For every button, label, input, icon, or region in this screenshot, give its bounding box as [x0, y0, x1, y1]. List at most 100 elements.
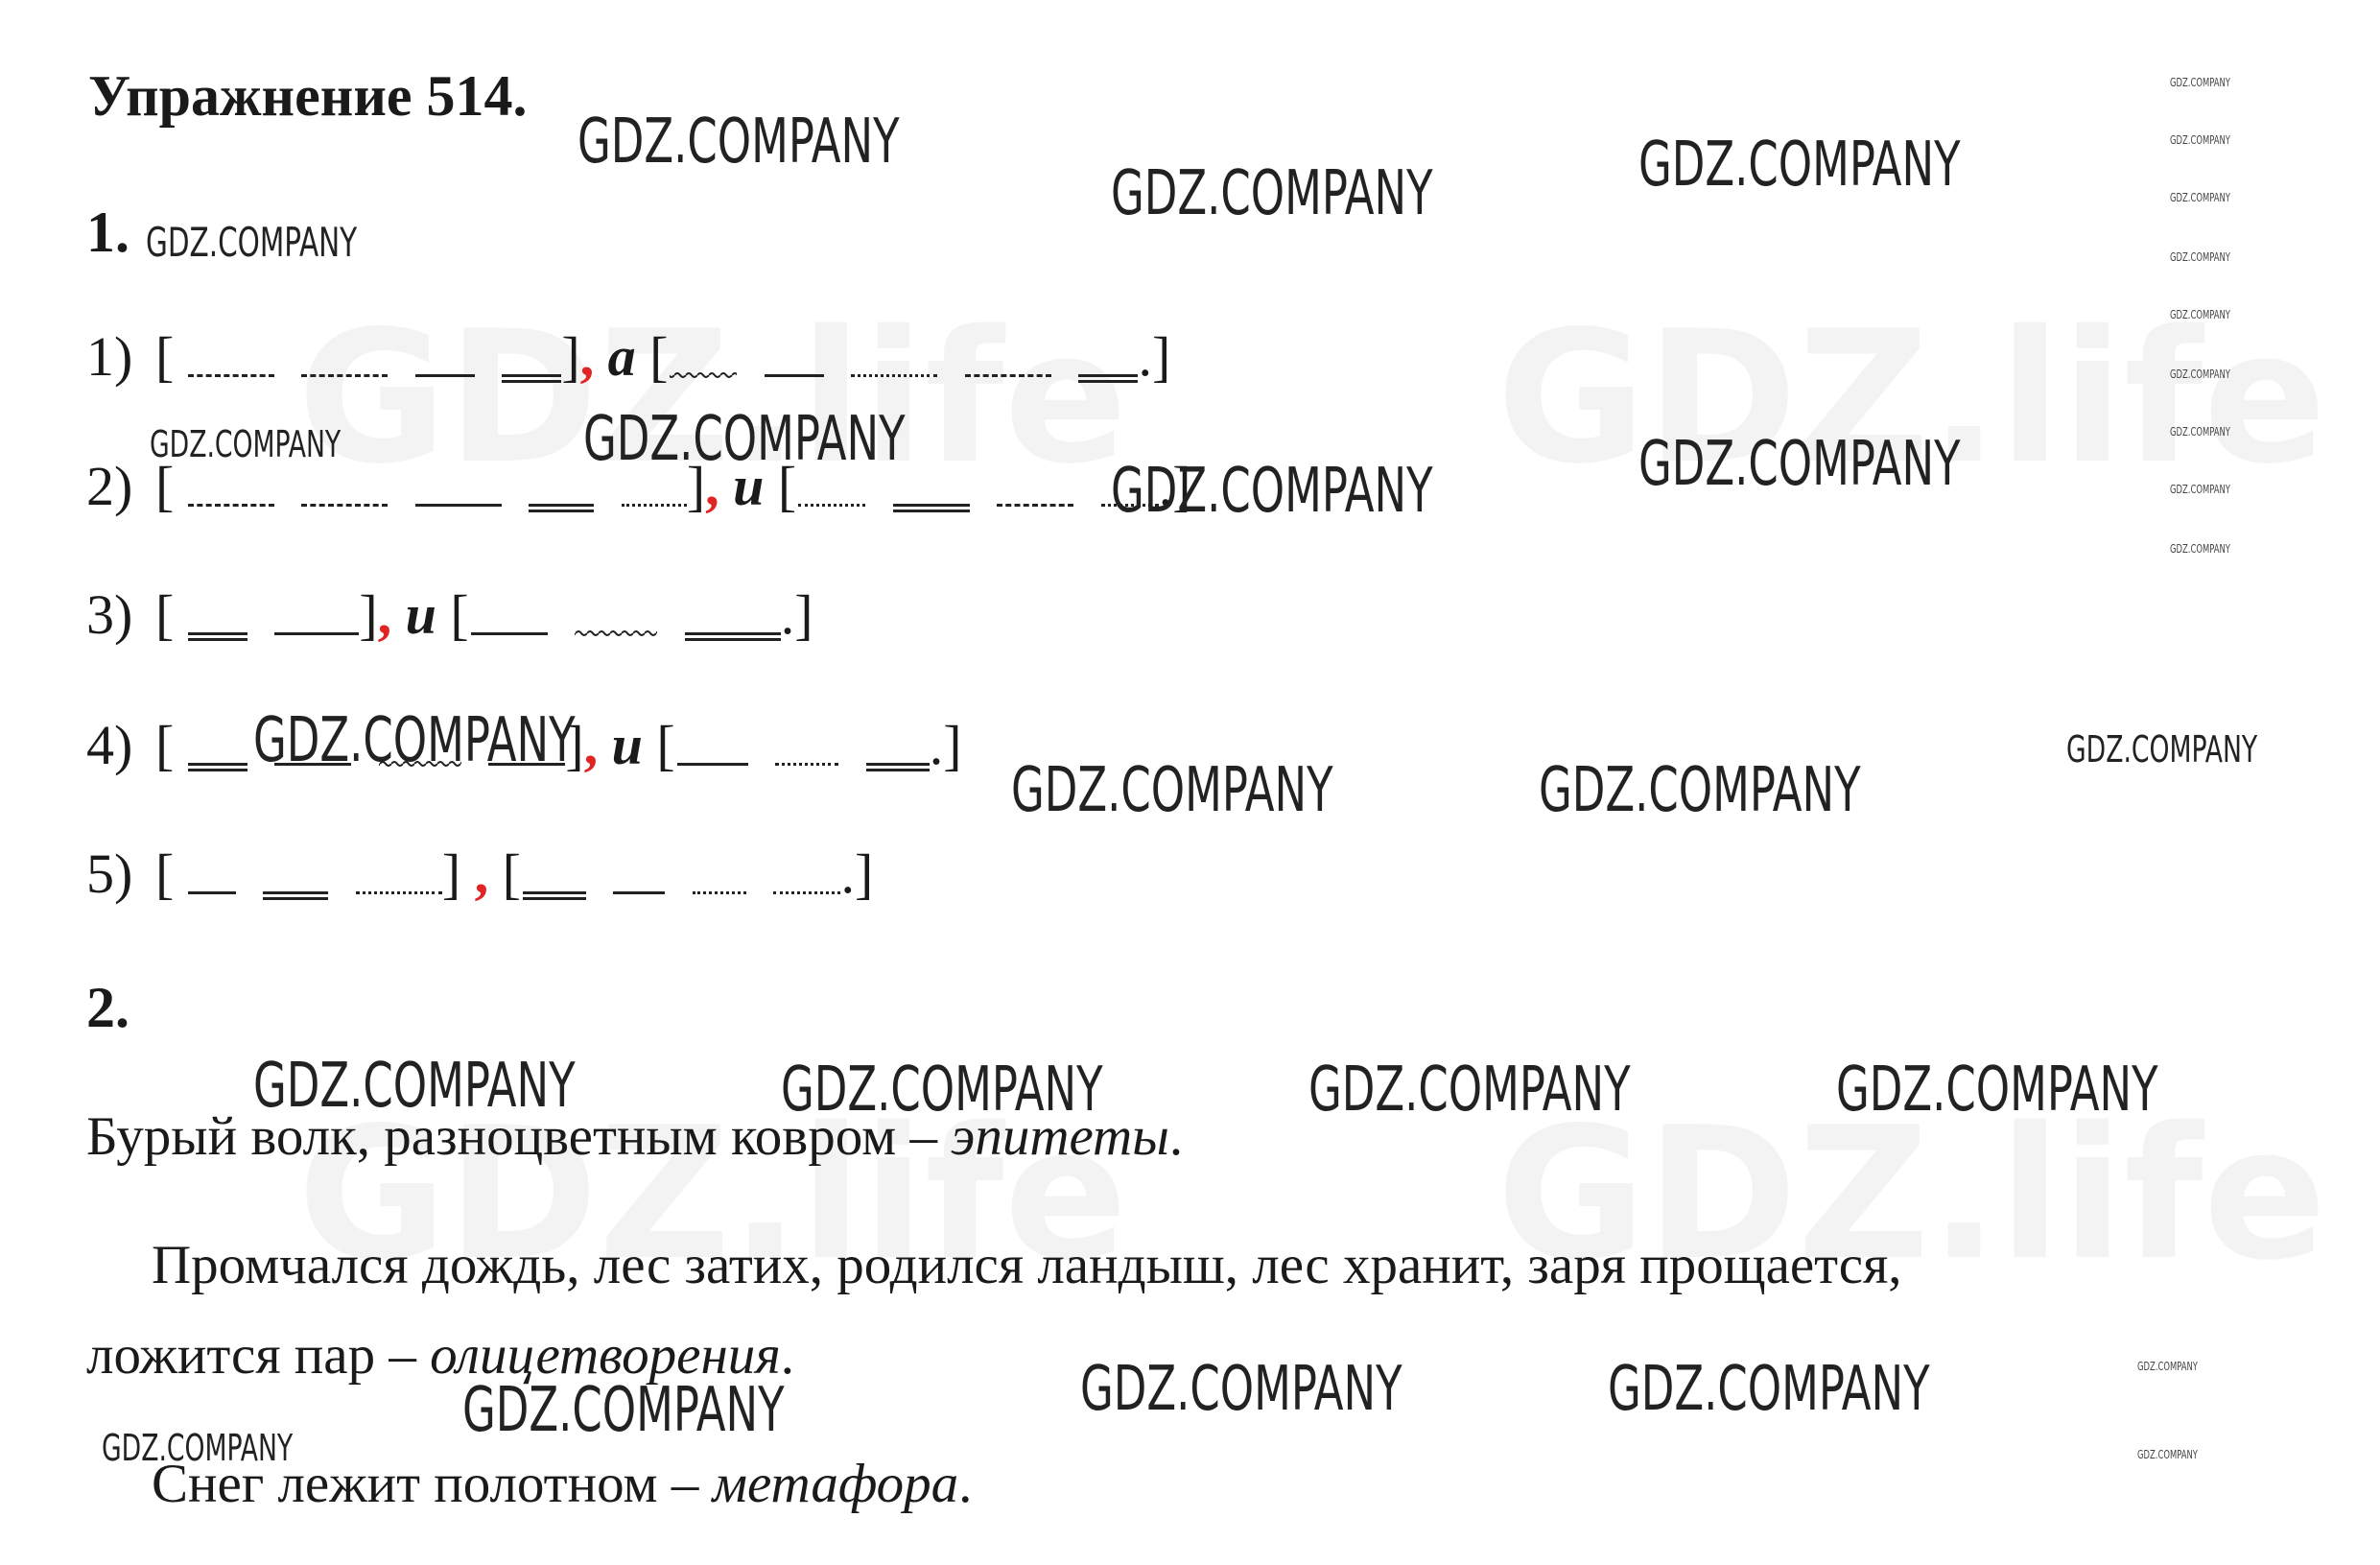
bracket-open: [ [155, 455, 175, 517]
red-comma: , [377, 583, 392, 646]
scheme-row-1: 1)[ ], а [ .] [86, 329, 1170, 385]
watermark: GDZ.COMPANY [1308, 1055, 1631, 1126]
watermark-tiny: GDZ.COMPANY [2170, 542, 2230, 556]
definition-underline [964, 363, 1051, 377]
definition-underline [301, 363, 389, 377]
watermark-tiny: GDZ.COMPANY [2170, 250, 2230, 264]
predicate-underline [488, 751, 566, 766]
bracket-open: [ [155, 325, 175, 388]
circumstance-underline [775, 751, 839, 766]
bracket-close: ] [1172, 455, 1191, 517]
predicate-underline [274, 621, 360, 635]
scheme-number: 2) [86, 455, 133, 517]
subject-underline [522, 880, 586, 900]
scheme-row-3: 3)[ ], и [ .] [86, 587, 813, 643]
subject-underline [187, 621, 247, 641]
personification-end: . [780, 1325, 794, 1386]
definition-underline [187, 492, 274, 507]
watermark: GDZ.COMPANY [2066, 728, 2258, 771]
period: . [929, 714, 944, 776]
bracket-close: ] [794, 583, 813, 646]
predicate-underline [187, 880, 236, 894]
watermark: GDZ.COMPANY [1836, 1055, 2158, 1126]
predicate-underline [414, 492, 502, 507]
watermark-tiny: GDZ.COMPANY [2137, 1448, 2198, 1461]
watermark-tiny: GDZ.COMPANY [2170, 308, 2230, 321]
watermark: GDZ.COMPANY [577, 107, 900, 178]
watermark: GDZ.COMPANY [1111, 158, 1433, 229]
exercise-title: Упражнение 514. [88, 64, 528, 128]
conjunction: а [607, 325, 636, 388]
subject-underline [892, 492, 970, 512]
bracket-close: ] [359, 583, 378, 646]
predicate-underline [414, 363, 475, 377]
red-comma: , [583, 714, 599, 776]
bracket-open: [ [155, 842, 175, 905]
subject-underline [684, 621, 781, 641]
circumstance-underline [692, 880, 746, 894]
bracket-open: [ [450, 583, 469, 646]
scheme-number: 1) [86, 325, 133, 388]
scheme-row-4: 4)[ ], и [ .] [86, 718, 962, 773]
watermark: GDZ.COMPANY [1080, 1354, 1402, 1425]
scheme-row-2: 2)[ ], и [ .] [86, 459, 1191, 514]
circumstance-underline [798, 492, 866, 507]
watermark: GDZ.COMPANY [1011, 755, 1333, 826]
period: . [1138, 325, 1152, 388]
red-comma: , [705, 455, 719, 517]
watermark-tiny: GDZ.COMPANY [2137, 1360, 2198, 1373]
period: . [1158, 455, 1173, 517]
bracket-open: [ [155, 583, 175, 646]
ghost-watermark: GDZ.life [1496, 292, 2327, 504]
period: . [780, 583, 795, 646]
bracket-close: ] [565, 714, 584, 776]
scheme-row-5: 5)[ ] , [ .] [86, 846, 873, 902]
watermark: GDZ.COMPANY [462, 1375, 785, 1446]
watermark: GDZ.COMPANY [1608, 1354, 1930, 1425]
bracket-open: [ [649, 325, 669, 388]
subject-underline [1078, 363, 1139, 383]
subject-underline [865, 751, 930, 771]
predicate-underline [613, 880, 666, 894]
watermark: GDZ.COMPANY [1638, 429, 1961, 500]
epithets-end: . [1168, 1106, 1184, 1167]
red-comma: , [579, 325, 595, 388]
personification-term: олицетворения [430, 1325, 781, 1386]
watermark-tiny: GDZ.COMPANY [2170, 425, 2230, 439]
bracket-open: [ [656, 714, 675, 776]
bracket-open: [ [155, 714, 175, 776]
watermark-tiny: GDZ.COMPANY [2170, 133, 2230, 147]
scheme-number: 3) [86, 583, 133, 646]
wavy-underline [575, 628, 658, 637]
epithets-term: эпитеты [951, 1106, 1169, 1167]
section-2-label: 2. [86, 976, 130, 1039]
scheme-number: 5) [86, 842, 133, 905]
watermark-tiny: GDZ.COMPANY [2170, 191, 2230, 204]
watermark: GDZ.COMPANY [1638, 130, 1961, 201]
watermark: GDZ.COMPANY [1539, 755, 1861, 826]
watermark-tiny: GDZ.COMPANY [2170, 76, 2230, 89]
personification-line-1: Промчался дождь, лес затих, родился ланд… [152, 1238, 1902, 1292]
watermark: GDZ.COMPANY [146, 219, 358, 266]
scheme-number: 4) [86, 714, 133, 776]
bracket-close: ] [943, 714, 962, 776]
bracket-close: ] [441, 842, 461, 905]
conjunction: и [405, 583, 436, 646]
circumstance-underline [355, 880, 442, 894]
subject-underline [529, 492, 595, 512]
personification-text: Промчался дождь, лес затих, родился ланд… [152, 1235, 1902, 1295]
definition-underline [997, 492, 1074, 507]
metaphor-end: . [958, 1454, 973, 1514]
circumstance-underline [851, 363, 938, 377]
predicate-underline [764, 363, 824, 377]
bracket-close: ] [1151, 325, 1171, 388]
red-comma: , [474, 842, 489, 905]
watermark-tiny: GDZ.COMPANY [2170, 368, 2230, 381]
subject-underline [187, 751, 247, 771]
epithets-text: Бурый волк, разноцветным ковром – [86, 1106, 952, 1167]
predicate-underline [676, 751, 748, 766]
bracket-open: [ [777, 455, 797, 517]
metaphor-term: метафора [712, 1454, 959, 1514]
circumstance-underline [773, 880, 841, 894]
